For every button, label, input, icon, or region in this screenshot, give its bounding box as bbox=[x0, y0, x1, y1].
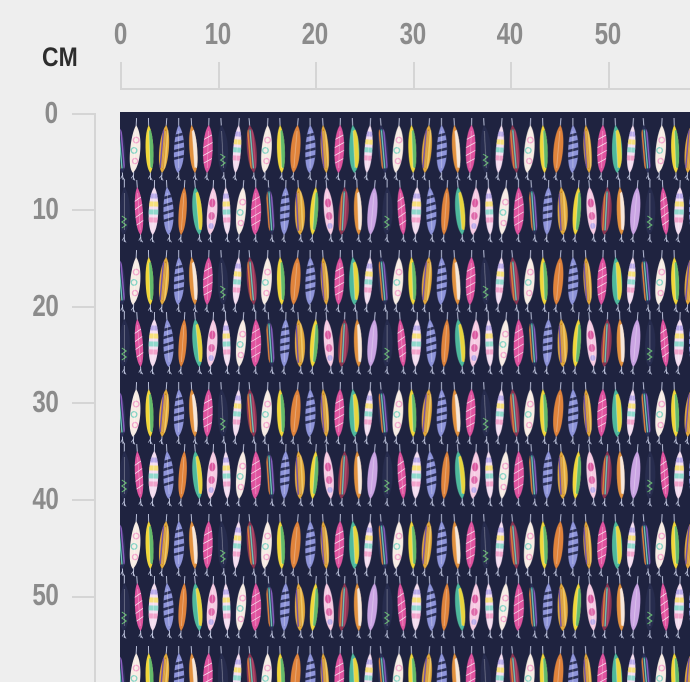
ruler-top-line bbox=[120, 88, 690, 90]
ruler-top-label-0: 0 bbox=[113, 16, 127, 51]
ruler-left-tick-40 bbox=[72, 499, 95, 501]
ruler-left-label-20: 20 bbox=[31, 288, 59, 323]
ruler-top-tick-40 bbox=[510, 62, 512, 88]
ruler-top-label-20: 20 bbox=[301, 16, 329, 51]
ruler-top-tick-50 bbox=[608, 62, 610, 88]
ruler-left-line bbox=[94, 113, 96, 682]
ruler-left-tick-0 bbox=[72, 113, 95, 115]
ruler-top-label-30: 30 bbox=[399, 16, 427, 51]
ruler-left-label-10: 10 bbox=[31, 191, 59, 226]
ruler-top-tick-30 bbox=[413, 62, 415, 88]
ruler-top-label-10: 10 bbox=[204, 16, 232, 51]
ruler-left-tick-10 bbox=[72, 209, 95, 211]
ruler-unit-label: CM bbox=[42, 42, 84, 73]
fabric-swatch-preview[interactable] bbox=[120, 112, 690, 682]
ruler-left-label-0: 0 bbox=[44, 95, 58, 130]
ruler-left-tick-50 bbox=[72, 596, 95, 598]
ruler-left-tick-20 bbox=[72, 306, 95, 308]
ruler-left-tick-30 bbox=[72, 402, 95, 404]
ruler-top-label-50: 50 bbox=[594, 16, 622, 51]
ruler-top-tick-20 bbox=[315, 62, 317, 88]
ruler-top-label-40: 40 bbox=[496, 16, 524, 51]
ruler-top-tick-10 bbox=[218, 62, 220, 88]
ruler-unit-text: CM bbox=[42, 42, 78, 72]
ruler-left-label-50: 50 bbox=[31, 577, 59, 612]
fabric-pattern-svg[interactable] bbox=[120, 112, 690, 682]
ruler-top-tick-0 bbox=[120, 62, 122, 88]
ruler-left-label-40: 40 bbox=[31, 481, 59, 516]
ruler-left-label-30: 30 bbox=[31, 384, 59, 419]
